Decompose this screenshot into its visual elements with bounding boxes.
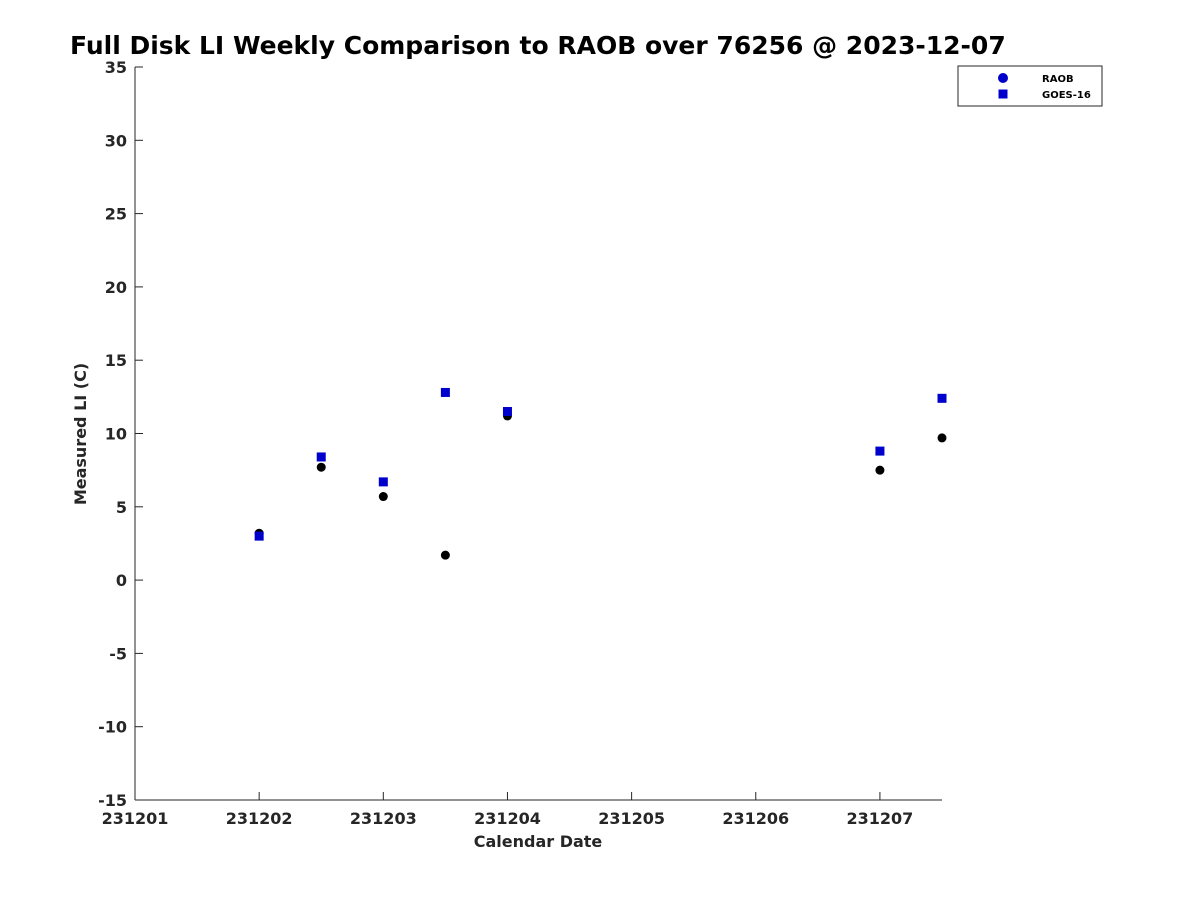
y-tick-label: 5 (116, 498, 127, 517)
x-tick-label: 231206 (722, 809, 789, 828)
y-tick-label: 20 (105, 278, 127, 297)
x-axis-label: Calendar Date (474, 832, 603, 851)
goes-16-point (502, 407, 512, 417)
x-tick-label: 231205 (598, 809, 665, 828)
goes-16-point (254, 531, 264, 541)
axes (134, 67, 942, 801)
goes-16-point (378, 477, 388, 487)
y-ticks: 35 30 25 20 15 10 5 0 -5 -10 -15 (98, 58, 143, 810)
x-ticks: 231201 231202 231203 231204 231205 231206 2312… (102, 792, 914, 828)
x-tick-label: 231202 (226, 809, 293, 828)
goes-16-point (316, 452, 326, 462)
y-tick-label: -5 (109, 644, 127, 663)
legend-goes-marker (998, 89, 1008, 99)
y-tick-label: 10 (105, 425, 127, 444)
goes-16-point (440, 387, 450, 397)
y-tick-label: 30 (105, 131, 127, 150)
y-axis-label: Measured LI (C) (71, 363, 90, 505)
x-tick-label: 231207 (847, 809, 914, 828)
y-tick-label: -15 (98, 791, 127, 810)
y-tick-label: 15 (105, 351, 127, 370)
legend-raob-marker (998, 73, 1008, 83)
y-tick-label: -10 (98, 718, 127, 737)
goes-16-point (937, 393, 947, 403)
legend-raob-label: RAOB (1042, 74, 1074, 85)
x-tick-label: 231204 (474, 809, 541, 828)
x-tick-label: 231203 (350, 809, 417, 828)
legend-goes-label: GOES-16 (1042, 90, 1091, 101)
legend-box (957, 65, 1103, 107)
raob-point (440, 550, 450, 560)
legend: RAOB GOES-16 (957, 65, 1103, 107)
y-tick-label: 0 (116, 571, 127, 590)
raob-point (316, 462, 326, 472)
raob-point (378, 492, 388, 502)
data-points (254, 387, 947, 560)
y-tick-label: 35 (105, 58, 127, 77)
raob-point (937, 433, 947, 443)
y-tick-label: 25 (105, 205, 127, 224)
x-tick-label: 231201 (102, 809, 169, 828)
chart-title: Full Disk LI Weekly Comparison to RAOB o… (70, 31, 1006, 60)
raob-point (875, 465, 885, 475)
goes-16-point (875, 446, 885, 456)
